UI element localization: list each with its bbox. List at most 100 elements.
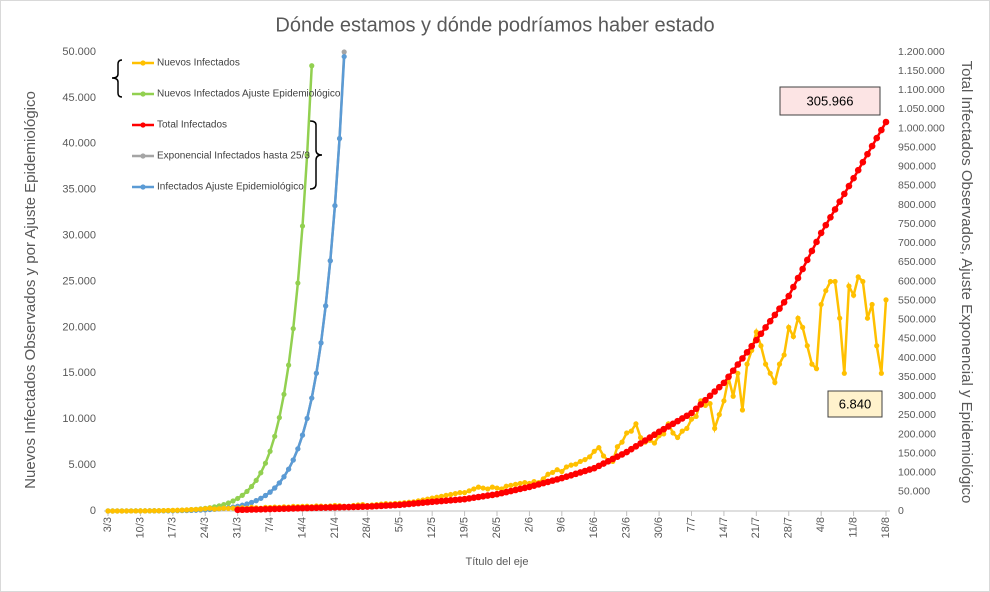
series-point bbox=[549, 469, 556, 476]
y2-tick-label: 600.000 bbox=[898, 275, 936, 287]
series-point bbox=[679, 428, 685, 434]
series-point bbox=[471, 486, 477, 492]
series-point bbox=[253, 477, 259, 484]
series-point bbox=[554, 467, 560, 473]
series-point bbox=[221, 505, 227, 511]
chart-title: Dónde estamos y dónde podríamos haber es… bbox=[275, 14, 714, 36]
series-point bbox=[248, 483, 255, 490]
series-point bbox=[684, 425, 690, 431]
series-point bbox=[809, 361, 815, 367]
series-point bbox=[280, 505, 288, 512]
series-point bbox=[846, 283, 852, 289]
series-point bbox=[503, 483, 509, 489]
series-point bbox=[457, 490, 463, 496]
series-point bbox=[776, 305, 783, 312]
legend-swatch bbox=[140, 91, 146, 97]
series-point bbox=[252, 506, 260, 513]
series-point bbox=[286, 362, 292, 368]
series-point bbox=[170, 507, 176, 513]
series-point bbox=[859, 158, 867, 166]
y2-tick-label: 1.000.000 bbox=[898, 122, 945, 134]
y-tick-label: 5.000 bbox=[68, 459, 96, 471]
y-tick-label: 20.000 bbox=[62, 321, 96, 333]
series-point bbox=[637, 434, 644, 441]
y2-tick-label: 550.000 bbox=[898, 294, 936, 306]
series-point bbox=[225, 505, 232, 512]
series-point bbox=[860, 278, 866, 285]
series-point bbox=[345, 503, 353, 511]
y2-tick-label: 800.000 bbox=[898, 199, 936, 211]
series-point bbox=[522, 479, 528, 486]
series-point bbox=[216, 506, 222, 512]
series-point bbox=[827, 213, 834, 221]
y-tick-label: 15.000 bbox=[62, 367, 96, 379]
x-tick-label: 12/5 bbox=[426, 517, 438, 538]
y2-tick-label: 200.000 bbox=[898, 428, 936, 440]
series-point bbox=[207, 505, 213, 511]
series-point bbox=[624, 430, 630, 436]
series-point bbox=[748, 342, 756, 350]
series-point bbox=[832, 278, 838, 285]
series-point bbox=[221, 501, 227, 508]
series-point bbox=[734, 361, 742, 368]
y2-tick-label: 350.000 bbox=[898, 371, 936, 383]
series-point bbox=[628, 428, 634, 434]
series-point bbox=[276, 415, 282, 421]
series-point bbox=[443, 492, 449, 498]
series-point bbox=[850, 292, 857, 298]
series-point bbox=[873, 134, 881, 142]
series-point bbox=[299, 504, 306, 512]
series-point bbox=[341, 49, 347, 55]
series-point bbox=[235, 495, 241, 502]
x-tick-label: 23/6 bbox=[621, 517, 633, 538]
series-point bbox=[295, 446, 301, 452]
annotation-box bbox=[779, 86, 881, 116]
series-point bbox=[720, 379, 728, 387]
series-point bbox=[855, 274, 861, 280]
series-point bbox=[706, 392, 714, 400]
series-point bbox=[211, 506, 218, 512]
y2-tick-label: 400.000 bbox=[898, 352, 936, 364]
series-point bbox=[276, 505, 283, 513]
series-point bbox=[729, 367, 737, 374]
series-point bbox=[267, 448, 273, 454]
series-point bbox=[675, 434, 681, 441]
series-point bbox=[864, 315, 871, 321]
series-point bbox=[248, 499, 255, 506]
series-point bbox=[712, 425, 718, 431]
series-point bbox=[868, 142, 876, 150]
y2-tick-label: 900.000 bbox=[898, 161, 936, 173]
series-point bbox=[332, 203, 338, 209]
series-point bbox=[707, 400, 713, 407]
legend-label: Nuevos Infectados bbox=[157, 58, 240, 69]
series-point bbox=[591, 448, 597, 454]
y-tick-label: 40.000 bbox=[62, 138, 96, 150]
series-point bbox=[258, 470, 264, 476]
series-point bbox=[577, 458, 583, 465]
series-point bbox=[512, 481, 519, 487]
series-point bbox=[382, 502, 390, 509]
y2-tick-label: 500.000 bbox=[898, 314, 936, 326]
y2-tick-label: 150.000 bbox=[898, 447, 936, 459]
series-point bbox=[317, 504, 325, 512]
annotation-text: 6.840 bbox=[839, 396, 872, 411]
series-point bbox=[757, 330, 765, 338]
series-point bbox=[238, 506, 246, 514]
series-point bbox=[336, 135, 343, 142]
series-point bbox=[281, 391, 287, 397]
series-point bbox=[633, 421, 639, 427]
series-point bbox=[780, 299, 788, 306]
series-point bbox=[285, 505, 292, 512]
series-point bbox=[800, 324, 806, 330]
legend-swatch bbox=[140, 122, 146, 128]
series-point bbox=[715, 383, 723, 391]
series-point bbox=[573, 461, 579, 467]
x-tick-label: 18/8 bbox=[880, 517, 892, 538]
series-point bbox=[230, 498, 236, 504]
series-point bbox=[304, 152, 310, 158]
legend-label: Infectados Ajuste Epidemiológico bbox=[157, 182, 304, 193]
series-point bbox=[827, 278, 834, 285]
y2-tick-label: 1.200.000 bbox=[898, 46, 945, 58]
series-point bbox=[461, 490, 468, 496]
series-point bbox=[771, 311, 779, 319]
